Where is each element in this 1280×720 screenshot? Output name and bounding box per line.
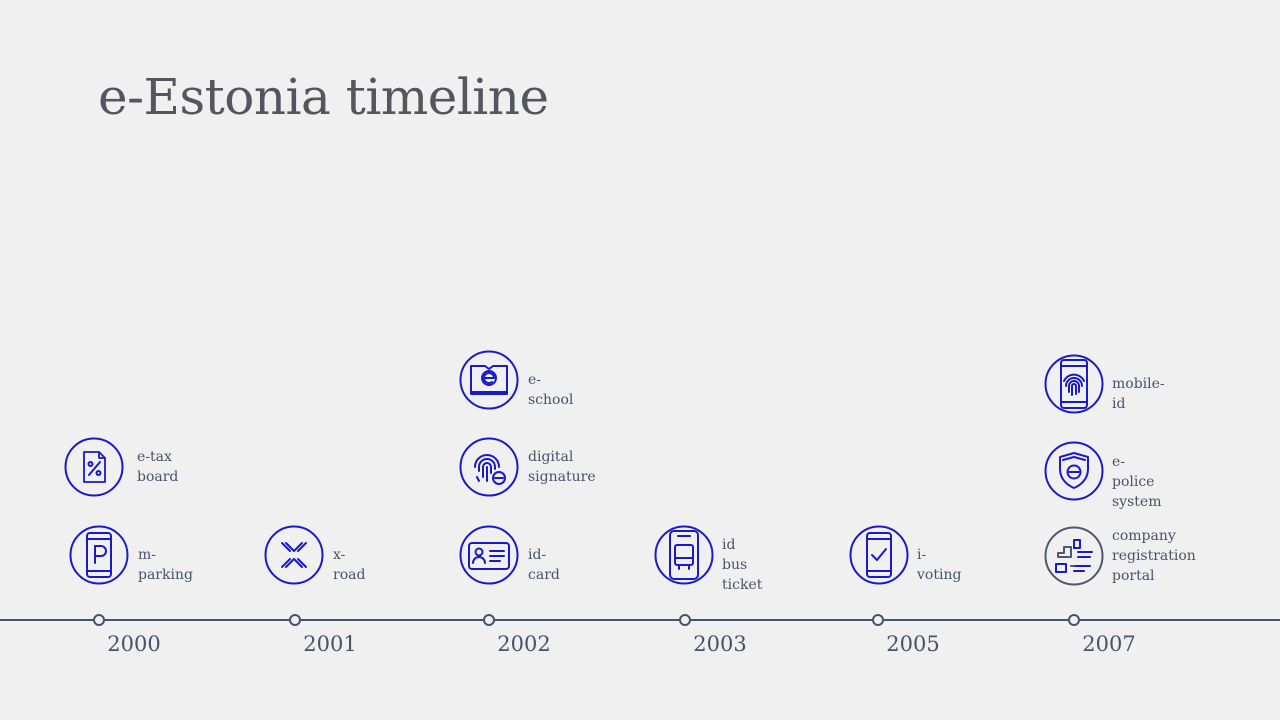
parking-phone-icon bbox=[69, 525, 129, 585]
police-shield-icon bbox=[1044, 441, 1104, 501]
x-road-icon bbox=[264, 525, 324, 585]
registration-forms-icon bbox=[1044, 526, 1104, 586]
bus-ticket-phone-icon bbox=[654, 525, 714, 585]
year-label: 2005 bbox=[886, 632, 940, 656]
item-label: id bus ticket bbox=[722, 537, 763, 593]
timeline-node-2001 bbox=[289, 614, 301, 626]
id-card-icon bbox=[459, 525, 519, 585]
year-label: 2007 bbox=[1082, 632, 1136, 656]
timeline-axis bbox=[0, 619, 1280, 621]
item-label: i-voting bbox=[917, 547, 962, 583]
year-label: 2001 bbox=[303, 632, 357, 656]
item-label: mobile-id bbox=[1112, 376, 1165, 412]
mobile-fingerprint-icon bbox=[1044, 354, 1104, 414]
timeline-node-2002 bbox=[483, 614, 495, 626]
item-label: e-school bbox=[528, 372, 574, 408]
item-label: e-police system bbox=[1112, 454, 1162, 510]
item-label: x-road bbox=[333, 547, 366, 583]
timeline-node-2003 bbox=[679, 614, 691, 626]
item-label: m-parking bbox=[138, 547, 193, 583]
page-title: e-Estonia timeline bbox=[98, 68, 549, 126]
timeline-node-2007 bbox=[1068, 614, 1080, 626]
voting-phone-icon bbox=[849, 525, 909, 585]
tax-document-icon bbox=[64, 437, 124, 497]
e-book-icon bbox=[459, 350, 519, 410]
item-label: id-card bbox=[528, 547, 560, 583]
item-label: digital signature bbox=[528, 449, 596, 485]
timeline-node-2005 bbox=[872, 614, 884, 626]
fingerprint-icon bbox=[459, 437, 519, 497]
year-label: 2002 bbox=[497, 632, 551, 656]
item-label: e-tax board bbox=[137, 449, 179, 485]
item-label: company registration portal bbox=[1112, 528, 1196, 584]
year-label: 2003 bbox=[693, 632, 747, 656]
timeline-node-2000 bbox=[93, 614, 105, 626]
year-label: 2000 bbox=[107, 632, 161, 656]
